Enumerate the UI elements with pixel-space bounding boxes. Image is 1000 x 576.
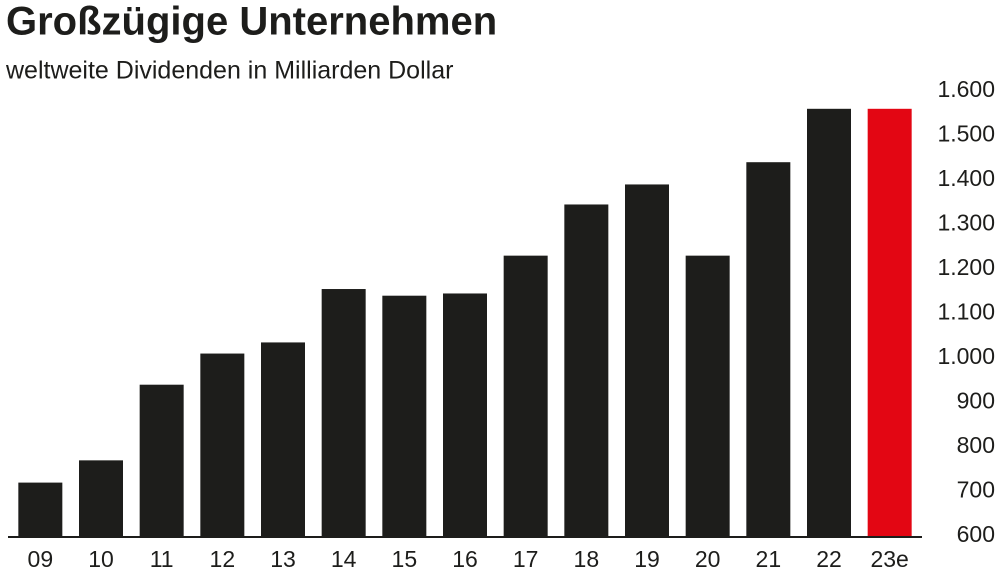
bar [321,289,366,536]
x-tick-label: 22 [816,546,842,572]
y-tick-label: 1.400 [937,165,995,191]
bar [867,108,912,537]
x-tick-label: 21 [756,546,782,572]
x-tick-label: 23e [870,546,908,572]
x-tick-label: 12 [210,546,236,572]
bar [261,342,305,536]
y-tick-label: 1.500 [937,121,995,147]
x-tick-label: 19 [634,546,660,572]
bar [382,295,427,536]
x-tick-label: 13 [270,546,296,572]
y-tick-label: 1.100 [937,299,995,325]
x-tick-label: 15 [392,546,418,572]
bar [746,162,791,536]
bar [625,184,669,536]
bar [200,353,245,536]
bar [79,460,123,536]
y-tick-label: 900 [957,388,995,414]
x-tick-label: 10 [88,546,114,572]
bar [18,482,63,536]
x-tick-label: 17 [513,546,539,572]
bar [503,255,548,536]
bar [443,293,487,536]
x-tick-label: 18 [574,546,600,572]
y-tick-label: 1.300 [937,210,995,236]
x-tick-label: 20 [695,546,721,572]
x-tick-label: 16 [452,546,478,572]
y-tick-label: 600 [957,521,995,547]
bar [139,384,184,536]
bar [564,204,609,536]
chart-title: Großzügige Unternehmen [6,0,497,44]
y-tick-label: 1.000 [937,343,995,369]
x-tick-label: 14 [331,546,357,572]
x-tick-label: 09 [28,546,54,572]
y-tick-label: 800 [957,432,995,458]
bar [807,108,851,537]
chart-subtitle: weltweite Dividenden in Milliarden Dolla… [5,57,453,85]
y-tick-label: 1.600 [937,76,995,102]
bar [685,255,730,536]
y-tick-label: 700 [957,477,995,503]
x-tick-label: 11 [150,546,174,572]
y-tick-label: 1.200 [937,254,995,280]
